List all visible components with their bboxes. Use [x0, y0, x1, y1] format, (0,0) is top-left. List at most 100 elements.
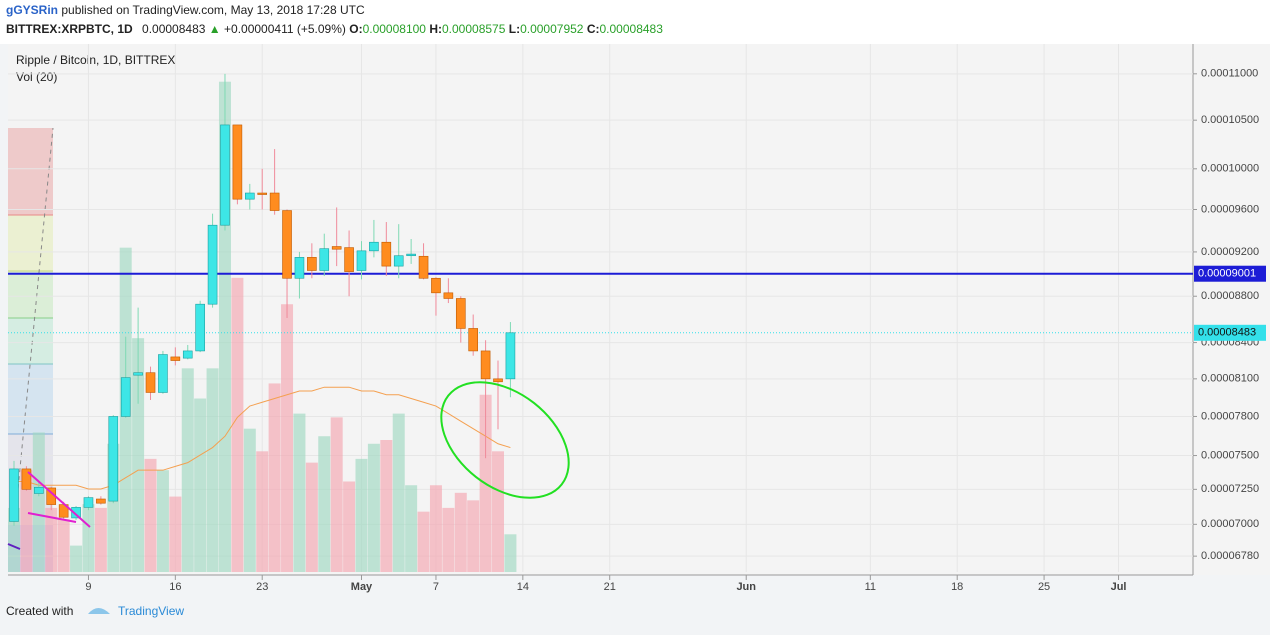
published: published on TradingView.com, May 13, 20… — [61, 3, 365, 17]
arrow: ▲ — [209, 22, 221, 36]
volume-bar — [156, 470, 169, 572]
candle-body — [133, 372, 143, 376]
y-tick-label: 0.00007000 — [1201, 518, 1259, 530]
candle-body — [381, 241, 392, 267]
y-tick-label: 0.00010500 — [1201, 114, 1259, 126]
volume-bar — [492, 451, 505, 572]
trend-line — [7, 543, 21, 550]
y-tick-label: 0.00007800 — [1201, 410, 1259, 422]
volume-bar — [442, 507, 455, 572]
logo — [88, 608, 110, 614]
x-tick-label: 21 — [604, 581, 616, 593]
volume-bar — [243, 428, 256, 572]
volume-bar — [94, 507, 107, 572]
volume-bar — [454, 492, 467, 572]
footer-brand[interactable]: TradingView — [118, 604, 184, 618]
y-tick-label: 0.00007500 — [1201, 449, 1259, 461]
volume-bar — [305, 462, 318, 572]
footer-created: Created with — [6, 604, 73, 618]
candle-body — [207, 224, 218, 305]
volume-bar — [367, 443, 380, 572]
author[interactable]: gGYSRin — [6, 3, 58, 17]
candle-body — [145, 372, 156, 393]
volume-bar — [330, 417, 343, 572]
volume-bar — [57, 519, 70, 572]
volume-bar — [504, 534, 517, 572]
volume-bar — [8, 507, 20, 572]
candle-body — [406, 253, 416, 257]
x-tick-label: 25 — [1038, 581, 1050, 593]
axis-bg — [1193, 44, 1270, 575]
x-tick-label: 9 — [85, 581, 91, 593]
volume-bar — [392, 413, 405, 572]
volume-bar — [268, 383, 281, 572]
wedge-line — [27, 471, 91, 528]
candle-body — [34, 486, 44, 494]
volume-bar — [343, 481, 356, 572]
label: O: — [349, 22, 362, 36]
candle-body — [21, 468, 32, 490]
volume-bar — [32, 432, 45, 572]
change: +0.00000411 (+5.09%) — [224, 22, 346, 36]
volume-bar — [318, 436, 331, 572]
x-tick-label: 23 — [256, 581, 268, 593]
y-tick-label: 0.00008800 — [1201, 290, 1259, 302]
y-tick-label: 0.00009600 — [1201, 203, 1259, 215]
candle-body — [480, 350, 491, 380]
value: 0.00007952 — [520, 22, 584, 36]
candle-body — [282, 210, 292, 279]
price-label: 0.00009001 — [1198, 268, 1256, 280]
volume-bar — [181, 368, 194, 572]
x-tick-label: 14 — [517, 581, 529, 593]
y-tick-label: 0.00011000 — [1201, 68, 1258, 80]
candle-body — [170, 356, 181, 361]
x-tick-label: Jun — [736, 581, 756, 593]
volume-bar — [293, 413, 306, 572]
volume-bar — [380, 440, 393, 572]
candle-body — [220, 124, 230, 226]
symbol: BITTREX:XRPBTC, 1D — [6, 22, 133, 36]
wedge-line — [27, 512, 77, 523]
candle-body — [9, 468, 19, 522]
x-tick-label: May — [351, 581, 373, 593]
candle-body — [505, 332, 516, 380]
candle-body — [71, 507, 81, 519]
price-label-bg — [1194, 324, 1266, 341]
volume-bar — [256, 451, 269, 572]
volume-bar — [132, 338, 145, 572]
label: L: — [509, 22, 520, 36]
candle-body — [307, 257, 317, 271]
volume-bar — [281, 304, 294, 572]
candle-body — [158, 354, 168, 393]
volume-bar — [355, 458, 368, 572]
volume-bar — [206, 368, 219, 572]
x-tick-label: 18 — [951, 581, 963, 593]
y-tick-label: 0.00006780 — [1201, 550, 1259, 562]
last: 0.00008483 — [142, 22, 206, 36]
volume-bar — [144, 458, 157, 572]
symbol-line: BITTREX:XRPBTC, 1D 0.00008483 ▲ +0.00000… — [6, 22, 663, 36]
candle-body — [245, 192, 255, 200]
label: H: — [429, 22, 442, 36]
header-bg — [0, 0, 1270, 44]
candle-body — [96, 498, 106, 504]
candle-body — [108, 416, 119, 502]
candle-body — [331, 246, 342, 250]
candle-body — [294, 257, 305, 279]
y-tick-label: 0.00010000 — [1201, 163, 1259, 175]
value: 0.00008575 — [442, 22, 506, 36]
volume-bar — [231, 277, 244, 572]
x-tick-label: 16 — [169, 581, 181, 593]
value: 0.00008483 — [600, 22, 664, 36]
volume-bar — [417, 511, 430, 572]
candle-body — [232, 124, 243, 200]
label: C: — [587, 22, 600, 36]
x-tick-label: 11 — [865, 581, 876, 593]
candle-body — [455, 298, 466, 329]
candle-body — [120, 377, 131, 417]
plot — [8, 44, 1193, 572]
price-label: 0.00008483 — [1198, 327, 1256, 339]
volume-bar — [20, 470, 33, 572]
candle-body — [356, 250, 367, 271]
